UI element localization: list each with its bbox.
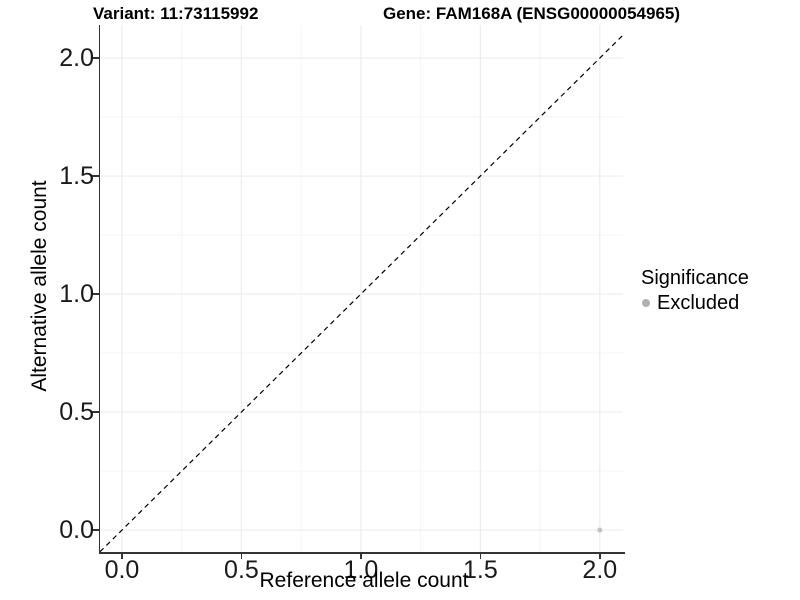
identity-reference-line — [100, 34, 623, 552]
plot-canvas — [100, 25, 623, 552]
x-tick-label: 0.5 — [224, 556, 259, 584]
data-point — [597, 527, 603, 533]
plot-title-gene: Gene: FAM168A (ENSG00000054965) — [383, 4, 681, 23]
y-tick-mark — [92, 411, 99, 413]
x-tick-label: 0.0 — [104, 556, 140, 584]
x-tick-mark — [121, 552, 123, 559]
legend: Significance Excluded — [641, 266, 749, 315]
plot-panel — [100, 25, 623, 552]
y-tick-label: 1.0 — [59, 280, 94, 309]
y-tick-mark — [92, 529, 99, 531]
y-tick-label: 0.5 — [59, 398, 94, 427]
y-axis-line — [98, 25, 100, 553]
y-tick-label: 0.0 — [59, 516, 94, 545]
legend-item-excluded: Excluded — [641, 291, 749, 315]
y-tick-label: 1.5 — [59, 162, 94, 191]
y-tick-mark — [92, 57, 99, 59]
x-tick-mark — [479, 552, 482, 559]
x-tick-mark — [360, 552, 362, 559]
legend-key-point-icon — [642, 299, 650, 307]
legend-item-label: Excluded — [657, 292, 740, 314]
plot-title-variant: Variant: 11:73115992 — [93, 4, 259, 23]
y-axis-title: Alternative allele count — [28, 180, 51, 392]
x-tick-label: 2.0 — [582, 556, 618, 584]
x-tick-mark — [240, 552, 243, 559]
x-tick-label: 1.5 — [462, 556, 498, 584]
x-axis-title: Reference allele count — [259, 569, 469, 592]
y-tick-mark — [92, 175, 99, 177]
y-tick-mark — [92, 293, 99, 295]
x-tick-label: 1.0 — [343, 556, 379, 584]
x-tick-mark — [599, 552, 601, 559]
y-tick-label: 2.0 — [59, 44, 94, 73]
legend-title: Significance — [641, 267, 749, 289]
